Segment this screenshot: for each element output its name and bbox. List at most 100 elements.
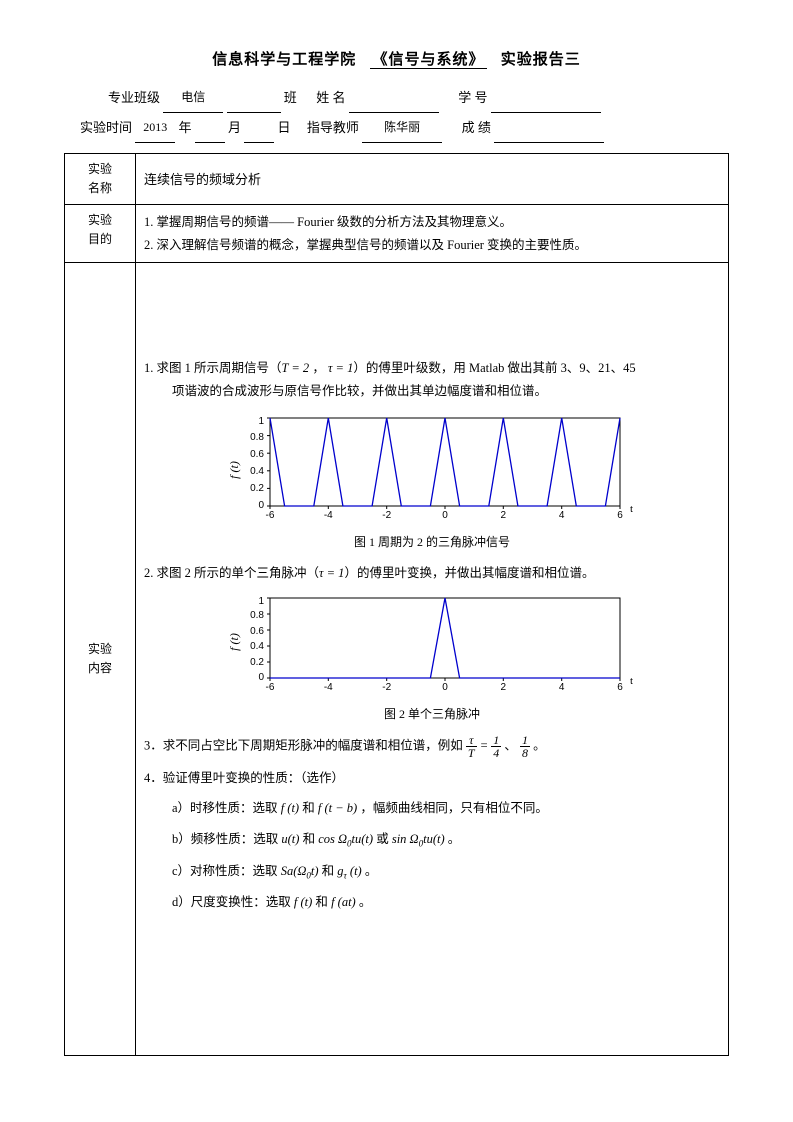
pa-2: 和: [299, 801, 318, 815]
pc-3: 。: [362, 864, 378, 878]
row-exp-goal: 实验 目的 1. 掌握周期信号的频谱—— Fourier 级数的分析方法及其物理…: [65, 205, 729, 263]
svg-text:0.2: 0.2: [250, 657, 264, 668]
pd-ft: f (t): [294, 895, 312, 909]
goal-item-2: 2. 深入理解信号频谱的概念，掌握典型信号的频谱以及 Fourier 变换的主要…: [144, 234, 720, 257]
field-major: 电信: [163, 84, 223, 113]
svg-text:-4: -4: [324, 510, 333, 521]
label-day: 日: [278, 120, 291, 135]
cell-goal-value: 1. 掌握周期信号的频谱—— Fourier 级数的分析方法及其物理意义。 2.…: [136, 205, 729, 263]
frac-1-4: 14: [491, 734, 501, 759]
field-score: [494, 142, 604, 143]
pb-ut: u(t): [281, 832, 299, 846]
svg-text:4: 4: [559, 510, 565, 521]
svg-text:2: 2: [501, 682, 507, 693]
pa-3: ，幅频曲线相同，只有相位不同。: [357, 801, 548, 815]
field-day: [244, 142, 274, 143]
label-score: 成 绩: [462, 120, 491, 135]
pb-cos: cos Ω: [318, 832, 347, 846]
label-major: 专业班级: [108, 90, 160, 105]
t3-text-b: 、: [504, 738, 517, 752]
report-table: 实验 名称 连续信号的频域分析 实验 目的 1. 掌握周期信号的频谱—— Fou…: [64, 153, 729, 1056]
svg-text:0.8: 0.8: [250, 610, 264, 621]
title-course: 《信号与系统》: [370, 52, 486, 69]
svg-text:0.4: 0.4: [250, 641, 264, 652]
svg-text:0.6: 0.6: [250, 449, 264, 460]
svg-text:0.6: 0.6: [250, 626, 264, 637]
svg-text:0.4: 0.4: [250, 466, 264, 477]
pb-sin: sin Ω: [392, 832, 419, 846]
pa-ftb: f (t − b): [318, 801, 357, 815]
svg-text:0: 0: [442, 682, 448, 693]
y-axis-label-1: f (t): [227, 461, 241, 479]
svg-text:4: 4: [559, 682, 565, 693]
pb-tu2: tu(t): [423, 832, 445, 846]
svg-text:6: 6: [617, 682, 623, 693]
pc-sa: Sa(Ω: [281, 864, 307, 878]
y-axis-label-2: f (t): [227, 633, 241, 651]
cell-content-label: 实验 内容: [65, 263, 136, 1056]
pd-2: 和: [312, 895, 331, 909]
pa-ft: f (t): [281, 801, 299, 815]
pd-3: 。: [356, 895, 372, 909]
svg-text:0: 0: [442, 510, 448, 521]
prop-b: b）频移性质：选取 u(t) 和 cos Ω0tu(t) 或 sin Ω0tu(…: [144, 828, 720, 852]
label-year: 年: [179, 120, 192, 135]
task-1: 1. 求图 1 所示周期信号（T = 2 ， τ = 1）的傅里叶级数，用 Ma…: [144, 357, 720, 402]
t3-text-c: 。: [533, 738, 546, 752]
pb-4: 。: [445, 832, 461, 846]
pb-tu1: tu(t): [352, 832, 374, 846]
label-time: 实验时间: [80, 120, 132, 135]
field-year: 2013: [135, 114, 175, 143]
frac-1-8: 18: [520, 734, 530, 759]
task-3: 3．求不同占空比下周期矩形脉冲的幅度谱和相位谱，例如 τT = 14 、 18 …: [144, 734, 720, 759]
task-4: 4．验证傅里叶变换的性质：（选作）: [144, 767, 720, 790]
svg-text:-6: -6: [266, 682, 275, 693]
row-exp-name: 实验 名称 连续信号的频域分析: [65, 153, 729, 204]
prop-c: c）对称性质：选取 Sa(Ω0t) 和 gτ (t) 。: [144, 860, 720, 884]
x-axis-label-2: t: [630, 675, 633, 687]
pb-3: 或: [373, 832, 392, 846]
title-suffix: 实验报告三: [501, 52, 581, 68]
t1-T: T = 2: [282, 361, 310, 375]
svg-text:6: 6: [617, 510, 623, 521]
label-teacher: 指导教师: [307, 120, 359, 135]
figure-1-caption: 图 1 周期为 2 的三角脉冲信号: [144, 532, 720, 554]
svg-text:-6: -6: [266, 510, 275, 521]
chart-2: 0 0.2 0.4 0.6 0.8 1: [222, 592, 642, 702]
cell-content-value: 1. 求图 1 所示周期信号（T = 2 ， τ = 1）的傅里叶级数，用 Ma…: [136, 263, 729, 1056]
t1-text-c: 项谐波的合成波形与原信号作比较，并做出其单边幅度谱和相位谱。: [144, 380, 720, 403]
t1-tau: τ = 1: [328, 361, 353, 375]
svg-text:0.8: 0.8: [250, 432, 264, 443]
pc-2: 和: [319, 864, 338, 878]
svg-text:0: 0: [258, 500, 264, 511]
cell-name-value: 连续信号的频域分析: [136, 153, 729, 204]
t2-tau: τ = 1: [319, 566, 344, 580]
figure-1: 0 0.2 0.4 0.6 0.8 1: [144, 410, 720, 530]
cell-name-label: 实验 名称: [65, 153, 136, 204]
page: 信息科学与工程学院 《信号与系统》 实验报告三 专业班级 电信 班 姓 名 学 …: [0, 0, 793, 1122]
t1-text-a: 1. 求图 1 所示周期信号（: [144, 361, 282, 375]
pb-1: b）频移性质：选取: [172, 832, 281, 846]
goal-item-1: 1. 掌握周期信号的频谱—— Fourier 级数的分析方法及其物理意义。: [144, 211, 720, 234]
t1-comma: ，: [309, 361, 328, 375]
t1-text-b: ）的傅里叶级数，用 Matlab 做出其前 3、9、21、45: [353, 361, 635, 375]
prop-d: d）尺度变换性：选取 f (t) 和 f (at) 。: [144, 891, 720, 914]
svg-text:-2: -2: [382, 510, 391, 521]
field-teacher: 陈华丽: [362, 114, 442, 143]
x-axis-label-1: t: [630, 503, 633, 515]
pc-1: c）对称性质：选取: [172, 864, 281, 878]
cell-goal-label: 实验 目的: [65, 205, 136, 263]
task-2: 2. 求图 2 所示的单个三角脉冲（τ = 1）的傅里叶变换，并做出其幅度谱和相…: [144, 562, 720, 585]
label-id: 学 号: [458, 90, 487, 105]
t2-text-b: ）的傅里叶变换，并做出其幅度谱和相位谱。: [344, 566, 594, 580]
field-month: [195, 142, 225, 143]
pc-gt: (t): [347, 864, 362, 878]
figure-2-caption: 图 2 单个三角脉冲: [144, 704, 720, 726]
form-row-2: 实验时间 2013 年 月 日 指导教师 陈华丽 成 绩: [64, 113, 729, 143]
chart-1: 0 0.2 0.4 0.6 0.8 1: [222, 410, 642, 530]
label-name: 姓 名: [316, 90, 345, 105]
pd-fat: f (at): [331, 895, 356, 909]
label-class: 班: [284, 90, 297, 105]
label-month: 月: [228, 120, 241, 135]
svg-text:0.2: 0.2: [250, 483, 264, 494]
